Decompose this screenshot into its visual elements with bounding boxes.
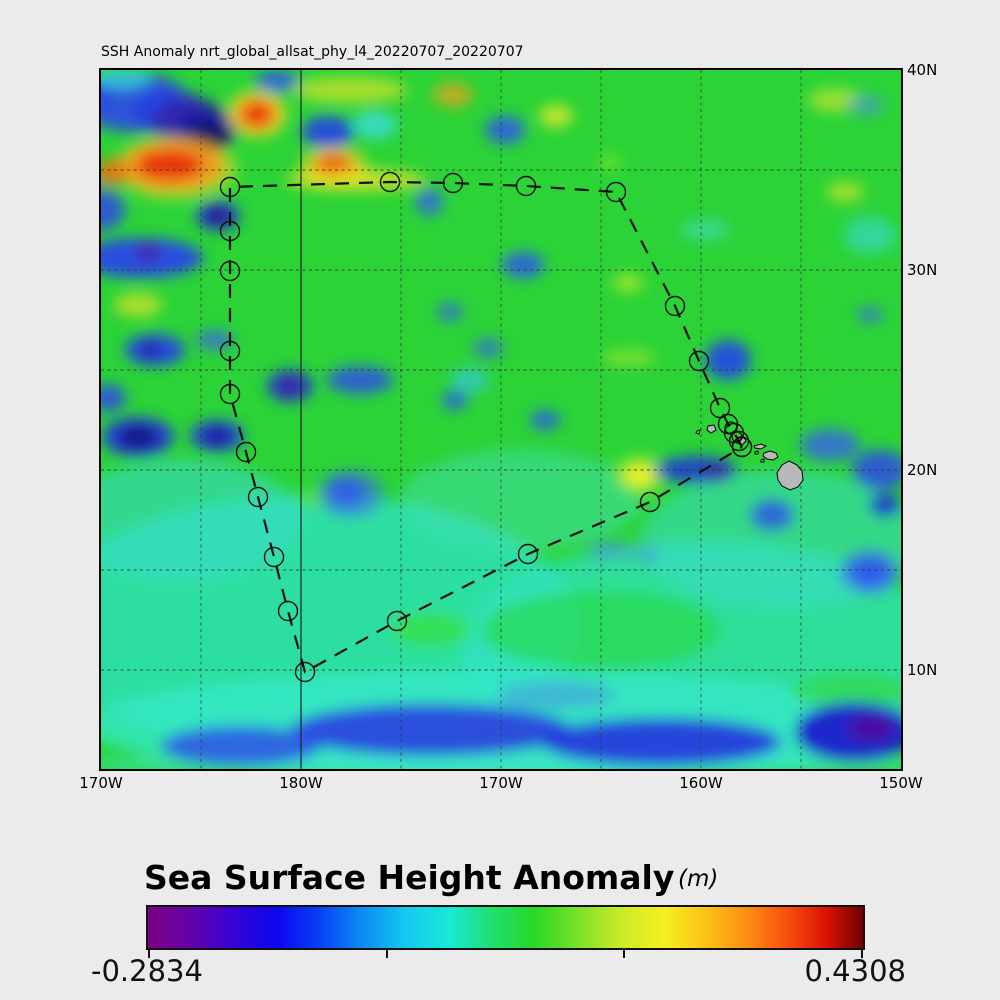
track-point-circle bbox=[709, 397, 731, 419]
graticule bbox=[101, 70, 901, 769]
colorbar-tick bbox=[623, 950, 626, 958]
y-axis-label: 20N bbox=[907, 461, 938, 479]
storm-track bbox=[219, 171, 753, 683]
x-axis-label: 150W bbox=[879, 774, 923, 792]
track-point-circle bbox=[294, 661, 316, 683]
colorbar-gradient bbox=[146, 905, 865, 950]
track-point-circle bbox=[442, 172, 464, 194]
ssh-heatmap-canvas bbox=[101, 70, 901, 769]
track-point-circle bbox=[219, 220, 241, 242]
track-point-circle bbox=[277, 600, 299, 622]
ssh-anomaly-map bbox=[99, 68, 903, 771]
x-axis-label: 170W bbox=[79, 774, 123, 792]
colorbar-tick bbox=[861, 950, 863, 958]
track-point-circle bbox=[386, 610, 408, 632]
track-point-circle bbox=[219, 176, 241, 198]
track-point-circle bbox=[605, 181, 627, 203]
colorbar-units: (m) bbox=[678, 866, 719, 892]
track-point-circle bbox=[219, 260, 241, 282]
track-point-circle bbox=[664, 295, 686, 317]
y-axis-label: 40N bbox=[907, 61, 938, 79]
track-point-circle bbox=[517, 543, 539, 565]
track-point-circle bbox=[515, 175, 537, 197]
track-point-circle bbox=[219, 383, 241, 405]
x-axis-label: 170W bbox=[479, 774, 523, 792]
track-point-circle bbox=[731, 431, 743, 443]
track-point-circle bbox=[688, 350, 710, 372]
y-axis-label: 10N bbox=[907, 661, 938, 679]
map-title: SSH Anomaly nrt_global_allsat_phy_l4_202… bbox=[101, 44, 524, 60]
track-point-circle bbox=[219, 340, 241, 362]
track-point-circle bbox=[247, 486, 269, 508]
colorbar-min-value: -0.2834 bbox=[91, 954, 203, 988]
track-point-circle bbox=[724, 421, 738, 435]
colorbar-tick bbox=[385, 950, 388, 958]
track-point-circle bbox=[263, 546, 285, 568]
colorbar-tick bbox=[148, 950, 150, 958]
track-point-circle bbox=[235, 441, 257, 463]
track-point-circle bbox=[639, 491, 661, 513]
x-axis-label: 180W bbox=[279, 774, 323, 792]
colorbar-title: Sea Surface Height Anomaly bbox=[144, 858, 675, 897]
field-blobs bbox=[101, 70, 901, 769]
colorbar-max-value: 0.4308 bbox=[804, 954, 906, 988]
y-axis-label: 30N bbox=[907, 261, 938, 279]
x-axis-label: 160W bbox=[679, 774, 723, 792]
track-point-circle bbox=[379, 171, 401, 193]
